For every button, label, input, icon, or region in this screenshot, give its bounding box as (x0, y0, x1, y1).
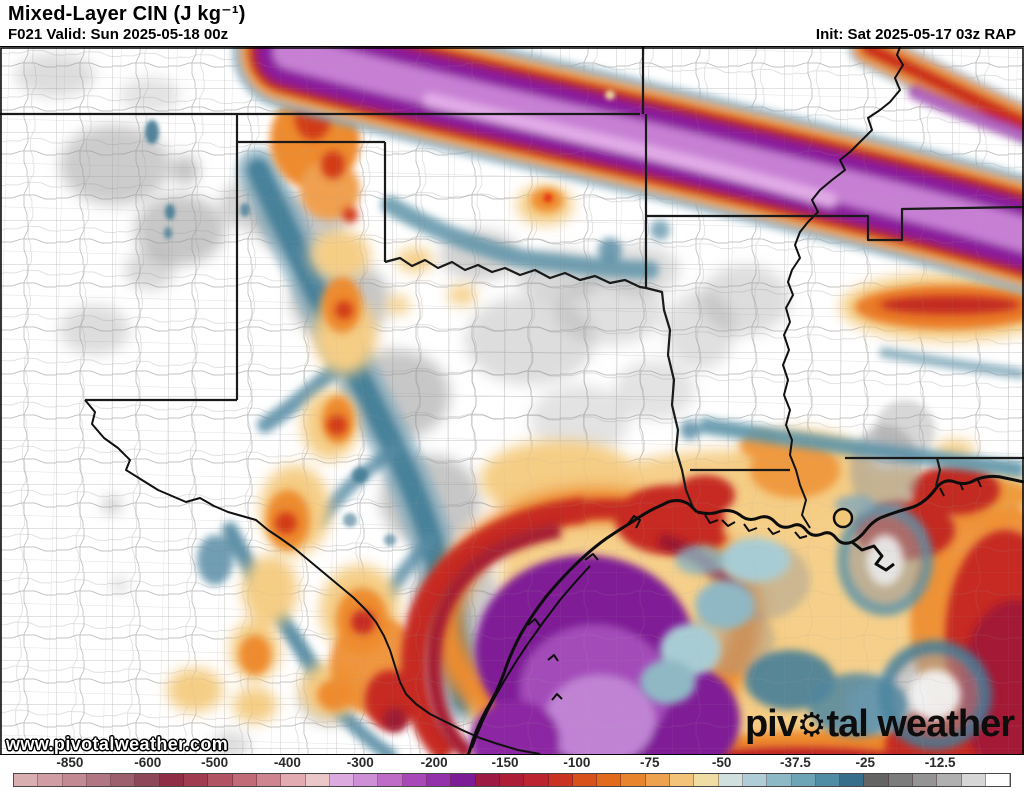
colorbar-segment (354, 774, 379, 786)
colorbar-tick-label: -500 (201, 755, 229, 770)
colorbar-segment (281, 774, 306, 786)
colorbar-tick-label: -25 (855, 755, 876, 770)
colorbar-segment (742, 774, 768, 786)
colorbar-segment (937, 774, 962, 786)
colorbar-segment (670, 774, 695, 786)
colorbar-segment (402, 774, 428, 786)
rio-grande-river (84, 399, 541, 754)
cin-map (0, 47, 1024, 754)
colorbar-tick-label: -400 (273, 755, 301, 770)
colorbar-segment (111, 774, 136, 786)
gulf-coastline (467, 474, 1024, 754)
mississippi-river (782, 47, 904, 529)
colorbar-segment (329, 774, 355, 786)
colorbar-segment (232, 774, 257, 786)
colorbar-segment (135, 774, 160, 786)
colorbar-tick-label: -75 (639, 755, 660, 770)
colorbar-segments (13, 773, 1011, 787)
colorbar-segment (548, 774, 573, 786)
colorbar-segment (499, 774, 525, 786)
colorbar-segment (184, 774, 209, 786)
colorbar-segment (864, 774, 889, 786)
init-time-label: Init: Sat 2025-05-17 03z RAP (815, 26, 1016, 43)
colorbar-segment (378, 774, 403, 786)
pivotal-weather-logo: piv⚙tal weather (744, 703, 1015, 745)
colorbar-segment (694, 774, 719, 786)
colorbar-segment (62, 774, 87, 786)
colorbar-segment (86, 774, 112, 786)
colorbar-segment (888, 774, 913, 786)
colorbar-segment (524, 774, 549, 786)
colorbar-segment (645, 774, 671, 786)
colorbar-segment (305, 774, 330, 786)
cin-map-container: www.pivotalweather.com piv⚙tal weather (0, 46, 1024, 755)
colorbar-segment (840, 774, 865, 786)
colorbar-tick-label: -300 (346, 755, 374, 770)
colorbar-tick-label: -850 (56, 755, 84, 770)
colorbar-tick-label: -200 (420, 755, 448, 770)
colorbar-segment (718, 774, 743, 786)
colorbar-segment (791, 774, 816, 786)
colorbar-segment (14, 774, 39, 786)
colorbar-segment (208, 774, 233, 786)
colorbar-tick-label: -50 (711, 755, 732, 770)
colorbar-segment (961, 774, 986, 786)
colorbar-segment (159, 774, 185, 786)
colorbar-tick-label: -12.5 (924, 755, 956, 770)
header: Mixed-Layer CIN (J kg⁻¹) F021 Valid: Sun… (0, 0, 1024, 46)
rivers (84, 47, 904, 754)
colorbar-segment (597, 774, 622, 786)
colorbar-segment (767, 774, 792, 786)
watermark-url: www.pivotalweather.com (6, 734, 229, 754)
colorbar-segment (256, 774, 282, 786)
colorbar-tick-label: -100 (563, 755, 591, 770)
colorbar-tick-label: -600 (134, 755, 162, 770)
colorbar-segment (451, 774, 476, 786)
colorbar-segment (427, 774, 452, 786)
colorbar-segment (912, 774, 938, 786)
colorbar-segment (815, 774, 841, 786)
colorbar-segment (985, 774, 1011, 786)
colorbar-tick-label: -150 (491, 755, 519, 770)
colorbar-container: -850 -600 -500 -400 -300 -200 -150 -100 -75 -50 -3… (0, 755, 1024, 791)
colorbar-ticks: -850 -600 -500 -400 -300 -200 -150 -100 -75 -50 -3… (13, 755, 1011, 772)
gear-icon: ⚙ (796, 706, 827, 743)
colorbar-segment (621, 774, 646, 786)
colorbar-tick-label: -37.5 (780, 755, 811, 770)
page-title: Mixed-Layer CIN (J kg⁻¹) (8, 3, 246, 25)
colorbar-segment (475, 774, 500, 786)
valid-time-label: F021 Valid: Sun 2025-05-18 00z (8, 26, 229, 43)
map-border (0, 47, 1024, 754)
state-borders (0, 47, 1024, 511)
colorbar-segment (572, 774, 598, 786)
colorbar-segment (38, 774, 63, 786)
